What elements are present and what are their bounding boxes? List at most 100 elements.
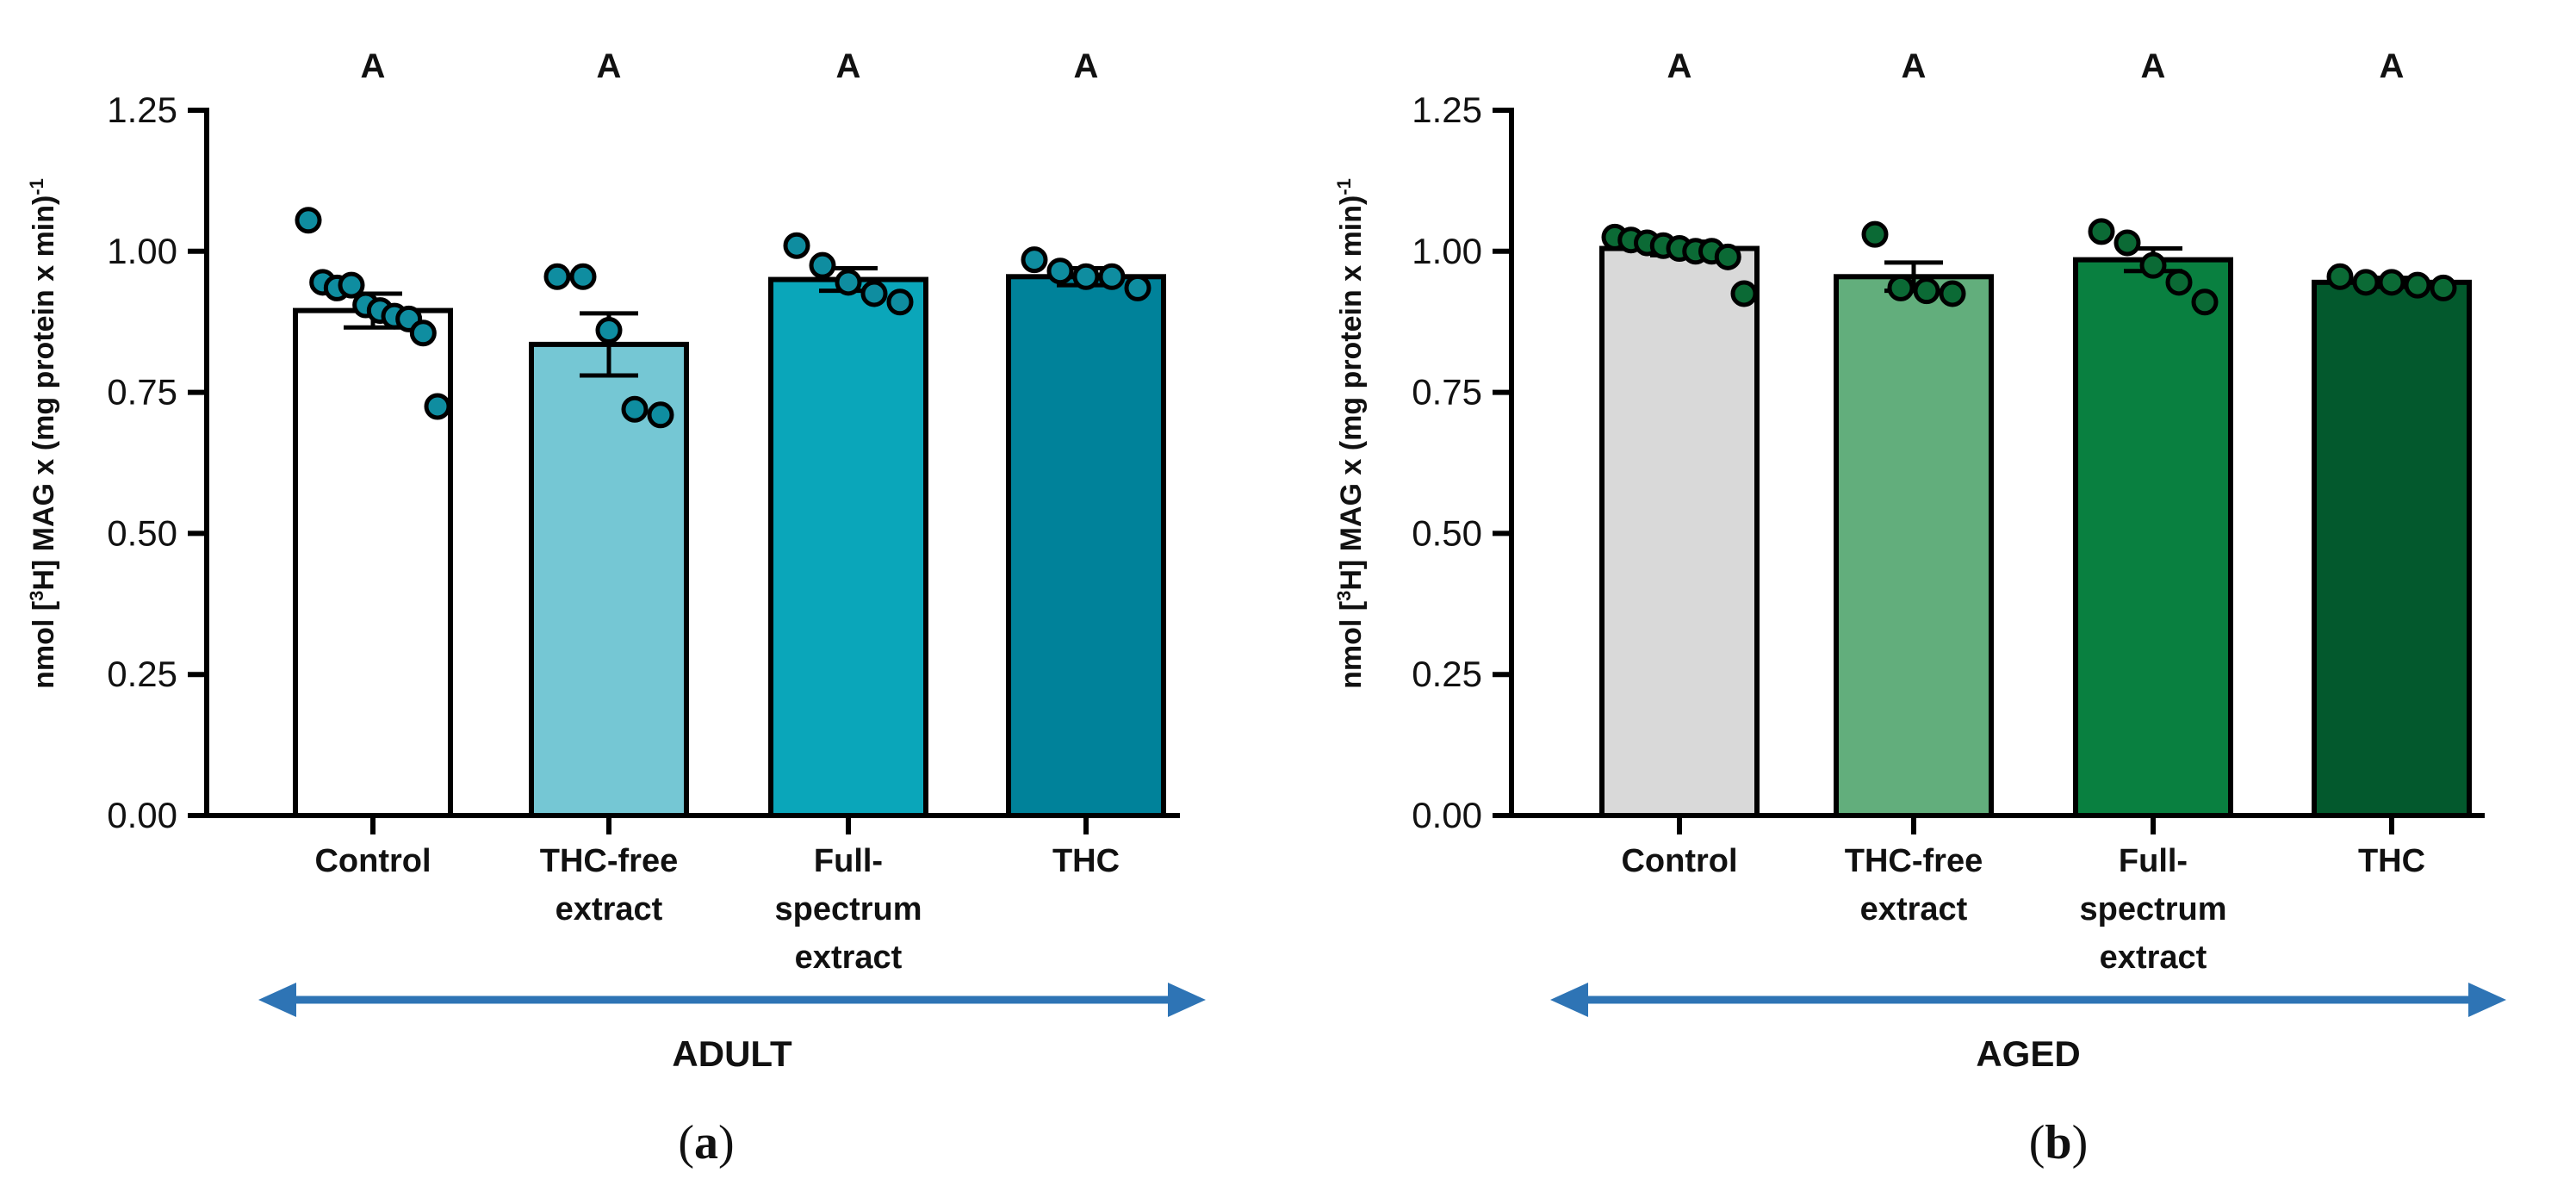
data-point <box>2378 269 2405 296</box>
significance-letter: A <box>361 47 386 85</box>
data-point <box>2352 269 2380 296</box>
data-point <box>2088 218 2115 245</box>
bar <box>1006 274 1166 818</box>
data-point <box>2165 269 2193 296</box>
y-axis-title-part: nmol [ <box>1335 601 1368 689</box>
bar <box>293 307 453 818</box>
y-tick-label: 0.75 <box>107 372 177 413</box>
data-point <box>1714 243 1741 270</box>
significance-letter: A <box>597 47 622 85</box>
category-label: Control <box>1621 843 1737 879</box>
group-label: ADULT <box>672 1033 792 1074</box>
y-axis-title-superscript: 3 <box>1333 591 1355 601</box>
y-tick-label: 1.25 <box>107 90 177 130</box>
data-point <box>2430 274 2457 301</box>
data-point <box>2139 251 2167 279</box>
y-axis-title: nmol [3H] MAG x (mg protein x min)-1 <box>1333 178 1369 689</box>
data-point <box>783 232 810 259</box>
data-point <box>1939 280 1966 307</box>
category-label: THC <box>2358 843 2425 879</box>
arrow-left-head-icon <box>1550 983 1588 1017</box>
panel-label-letter: b <box>2045 1116 2071 1169</box>
data-point <box>835 269 862 296</box>
data-point <box>1861 220 1889 248</box>
data-point <box>424 393 451 420</box>
category-label: THC <box>1052 843 1120 879</box>
data-point <box>621 395 649 423</box>
category-label: spectrum <box>2079 891 2226 927</box>
panel-label-paren: ( <box>2029 1116 2045 1169</box>
data-point <box>2191 288 2219 316</box>
category-label: THC-free <box>1845 843 1983 879</box>
category-label: extract <box>795 940 903 976</box>
group-label: AGED <box>1976 1033 2080 1074</box>
category-label: Full- <box>814 843 883 879</box>
data-point <box>809 251 836 279</box>
category-label: Full- <box>2119 843 2188 879</box>
data-point <box>1913 277 1940 305</box>
data-point <box>1046 257 1074 285</box>
y-tick-label: 1.25 <box>1412 90 1482 130</box>
y-axis-title-part: H] MAG x (mg protein x min) <box>1335 195 1368 591</box>
y-axis-title-superscript: 3 <box>26 591 47 601</box>
y-tick-label: 0.50 <box>1412 512 1482 553</box>
significance-letter: A <box>2141 47 2166 85</box>
data-point <box>860 280 888 307</box>
category-label: extract <box>2100 940 2207 976</box>
significance-letter: A <box>1902 47 1927 85</box>
category-label: spectrum <box>774 891 922 927</box>
panel-label-paren: ( <box>678 1116 694 1169</box>
y-tick-label: 0.00 <box>1412 795 1482 835</box>
y-tick-label: 0.50 <box>107 512 177 553</box>
data-point <box>647 401 674 429</box>
arrow-right-head-icon <box>2468 983 2506 1017</box>
bar <box>2312 279 2472 818</box>
data-point <box>595 317 623 344</box>
bar <box>2073 257 2233 818</box>
data-point <box>569 263 597 290</box>
data-point <box>1072 263 1100 290</box>
data-point <box>338 271 365 299</box>
data-point <box>2326 263 2354 290</box>
bar <box>1834 274 1994 818</box>
bar <box>1599 245 1760 818</box>
y-axis-title: nmol [3H] MAG x (mg protein x min)-1 <box>26 178 61 689</box>
y-tick-label: 1.00 <box>1412 231 1482 271</box>
significance-letter: A <box>1667 47 1692 85</box>
data-point <box>886 288 914 316</box>
data-point <box>1124 274 1151 301</box>
y-tick-label: 0.25 <box>107 654 177 694</box>
data-point <box>1098 263 1126 290</box>
data-point <box>543 263 571 290</box>
data-point <box>2404 271 2431 299</box>
y-tick-label: 1.00 <box>107 231 177 271</box>
data-point <box>295 207 322 234</box>
category-label: Control <box>314 843 431 879</box>
significance-letter: A <box>836 47 861 85</box>
data-point <box>1730 280 1758 307</box>
y-tick-label: 0.25 <box>1412 654 1482 694</box>
panel-label-letter: a <box>694 1116 718 1169</box>
panel-label-paren: ) <box>2072 1116 2089 1169</box>
arrow-left-head-icon <box>258 983 296 1017</box>
panel-b-chart: 0.00 0.25 0.50 0.75 1.00 1.25 Control THC-free e… <box>1333 47 2506 1169</box>
category-label: extract <box>1860 891 1968 927</box>
data-point <box>409 319 437 347</box>
category-label: extract <box>556 891 663 927</box>
panel-label: (a) <box>678 1116 734 1169</box>
y-axis-title-superscript: -1 <box>1333 178 1355 195</box>
y-axis-title-part: H] MAG x (mg protein x min) <box>28 195 60 591</box>
data-point <box>2114 229 2141 257</box>
y-axis-title-superscript: -1 <box>26 178 47 195</box>
category-label: THC-free <box>540 843 678 879</box>
significance-letter: A <box>2380 47 2405 85</box>
significance-letter: A <box>1074 47 1099 85</box>
bar <box>768 276 928 818</box>
panel-label: (b) <box>2029 1116 2088 1169</box>
y-tick-label: 0.00 <box>107 795 177 835</box>
panel-label-paren: ) <box>718 1116 735 1169</box>
arrow-right-head-icon <box>1168 983 1206 1017</box>
y-tick-label: 0.75 <box>1412 372 1482 413</box>
data-point <box>1021 246 1048 274</box>
